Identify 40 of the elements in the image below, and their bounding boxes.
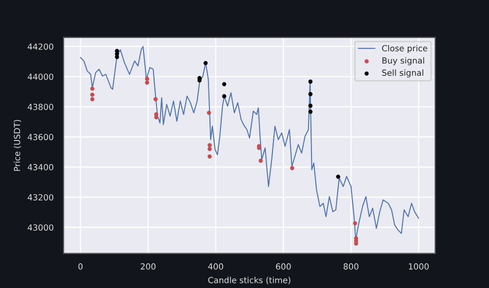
point bbox=[145, 76, 150, 81]
y-tick-label: 43200 bbox=[28, 194, 54, 200]
y-tick-label: 44000 bbox=[28, 74, 54, 80]
point bbox=[336, 174, 340, 179]
point bbox=[258, 158, 263, 163]
point bbox=[90, 92, 94, 97]
point bbox=[90, 86, 94, 91]
y-tick-label: 43600 bbox=[28, 134, 54, 140]
x-tick-label: 200 bbox=[140, 263, 156, 270]
point bbox=[290, 166, 294, 170]
point bbox=[154, 115, 158, 120]
point bbox=[206, 110, 212, 115]
point bbox=[153, 97, 158, 102]
legend-label: Close price bbox=[382, 44, 428, 54]
point bbox=[352, 221, 358, 226]
x-tick-label: 600 bbox=[276, 263, 291, 270]
point bbox=[208, 146, 212, 152]
point bbox=[308, 104, 313, 108]
point bbox=[90, 97, 94, 102]
point bbox=[145, 80, 150, 85]
x-tick-label: 400 bbox=[208, 263, 224, 270]
y-tick-label: 43800 bbox=[28, 104, 54, 110]
legend-label: Sell signal bbox=[382, 69, 424, 78]
legend-label: Buy signal bbox=[382, 57, 424, 66]
point bbox=[208, 154, 212, 159]
point bbox=[208, 143, 212, 148]
y-tick-label: 43400 bbox=[28, 164, 54, 170]
x-tick-label: 800 bbox=[344, 263, 358, 270]
x-tick-label: 1000 bbox=[408, 263, 429, 270]
point bbox=[222, 82, 226, 86]
point bbox=[308, 92, 313, 96]
y-tick-label: 43000 bbox=[28, 224, 54, 231]
y-axis-title: Price (USDT) bbox=[14, 120, 22, 171]
point bbox=[204, 60, 208, 66]
point bbox=[308, 80, 313, 84]
x-axis-title: Candle sticks (time) bbox=[208, 276, 290, 284]
point bbox=[308, 110, 313, 114]
x-tick-label: 0 bbox=[78, 263, 83, 270]
point bbox=[222, 94, 226, 98]
y-tick-label: 44200 bbox=[28, 43, 54, 50]
